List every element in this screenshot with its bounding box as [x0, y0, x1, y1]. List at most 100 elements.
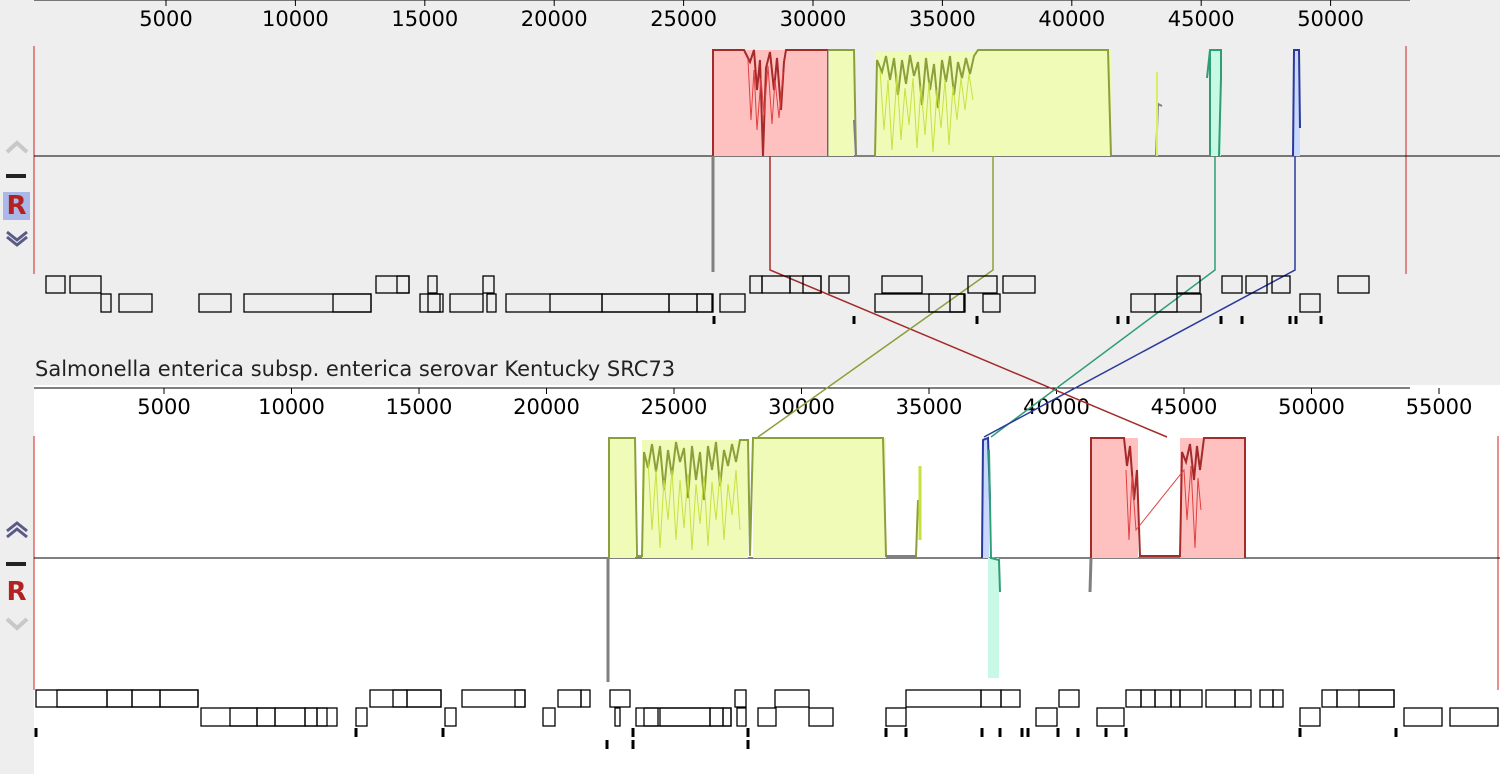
gene-feature[interactable] [1179, 689, 1203, 708]
gene-feature[interactable] [1272, 689, 1284, 708]
gene-feature[interactable] [243, 293, 372, 313]
gene-feature[interactable] [1125, 689, 1142, 708]
bottom-lcb-green[interactable] [608, 437, 922, 558]
gene-feature[interactable] [1154, 689, 1172, 708]
gene-feature[interactable] [1221, 275, 1243, 294]
gene-feature[interactable] [614, 707, 621, 727]
gene-feature[interactable] [1336, 689, 1395, 708]
gene-feature[interactable] [427, 275, 438, 294]
bottom-move-up-button[interactable] [2, 519, 32, 545]
gene-feature[interactable] [949, 293, 965, 313]
gene-feature[interactable] [967, 275, 998, 294]
gene-feature[interactable] [332, 293, 372, 313]
top-gene-features[interactable] [45, 275, 1370, 324]
gene-feature[interactable] [609, 689, 631, 708]
gene-feature[interactable] [1358, 689, 1395, 708]
gene-feature[interactable] [696, 293, 713, 313]
top-lcb-teal[interactable] [1206, 49, 1222, 157]
gene-feature[interactable] [1259, 689, 1274, 708]
gene-feature[interactable] [635, 707, 732, 727]
gene-feature[interactable] [881, 275, 923, 294]
top-lcb-blue[interactable] [1292, 49, 1301, 157]
gene-feature[interactable] [482, 275, 495, 294]
gene-feature[interactable] [1321, 689, 1338, 708]
gene-feature[interactable] [396, 275, 410, 294]
gene-feature[interactable] [419, 293, 441, 313]
gene-feature[interactable] [514, 689, 526, 708]
top-reference-button[interactable]: R [3, 192, 30, 220]
gene-feature[interactable] [580, 689, 591, 708]
bottom-reference-button[interactable]: R [6, 577, 27, 607]
gene-feature[interactable] [1176, 275, 1201, 294]
gene-feature[interactable] [1002, 275, 1036, 294]
gene-feature[interactable] [749, 275, 763, 294]
gene-feature[interactable] [100, 293, 112, 313]
gene-feature[interactable] [449, 293, 484, 313]
gene-feature[interactable] [1130, 293, 1202, 313]
bottom-hide-button[interactable] [6, 562, 26, 566]
gene-feature[interactable] [392, 689, 408, 708]
gene-feature[interactable] [406, 689, 442, 708]
gene-feature[interactable] [1299, 707, 1321, 727]
top-move-down-button[interactable] [2, 226, 32, 252]
gene-feature[interactable] [369, 689, 442, 708]
gene-feature[interactable] [159, 689, 199, 708]
gene-feature[interactable] [557, 689, 582, 708]
bottom-move-down-button[interactable] [2, 611, 32, 637]
gene-feature[interactable] [274, 707, 306, 727]
gene-feature[interactable] [761, 275, 791, 294]
gene-feature[interactable] [444, 707, 457, 727]
bottom-lcb-teal[interactable] [988, 449, 1001, 678]
gene-feature[interactable] [1140, 689, 1156, 708]
gene-feature[interactable] [1000, 689, 1021, 708]
gene-feature[interactable] [316, 707, 328, 727]
top-hide-button[interactable] [6, 174, 26, 178]
gene-feature[interactable] [375, 275, 410, 294]
gene-feature[interactable] [1035, 707, 1058, 727]
gene-feature[interactable] [668, 293, 698, 313]
gene-feature[interactable] [601, 293, 670, 313]
gene-feature[interactable] [757, 707, 777, 727]
gene-feature[interactable] [35, 689, 199, 708]
gene-feature[interactable] [549, 293, 603, 313]
gene-feature[interactable] [256, 707, 276, 727]
gene-feature[interactable] [874, 293, 966, 313]
gene-feature[interactable] [808, 707, 834, 727]
gene-feature[interactable] [719, 293, 746, 313]
gene-feature[interactable] [1403, 707, 1443, 727]
gene-feature[interactable] [56, 689, 108, 708]
gene-feature[interactable] [659, 707, 711, 727]
gene-feature[interactable] [355, 707, 368, 727]
gene-feature[interactable] [69, 275, 102, 294]
gene-feature[interactable] [643, 707, 659, 727]
gene-feature[interactable] [980, 689, 1002, 708]
bottom-lcb-red[interactable] [1090, 437, 1246, 558]
gene-feature[interactable] [1096, 707, 1125, 727]
gene-feature[interactable] [118, 293, 153, 313]
gene-feature[interactable] [774, 689, 810, 708]
gene-feature[interactable] [427, 293, 444, 313]
gene-feature[interactable] [45, 275, 66, 294]
gene-feature[interactable] [722, 707, 732, 727]
gene-feature[interactable] [106, 689, 133, 708]
gene-feature[interactable] [1449, 707, 1499, 727]
bottom-gene-features[interactable] [34, 689, 1499, 749]
gene-feature[interactable] [736, 707, 747, 727]
gene-feature[interactable] [1337, 275, 1370, 294]
gene-feature[interactable] [1170, 689, 1181, 708]
gene-feature[interactable] [1234, 689, 1252, 708]
gene-feature[interactable] [1154, 293, 1178, 313]
gene-feature[interactable] [1205, 689, 1236, 708]
gene-feature[interactable] [885, 707, 907, 727]
gene-feature[interactable] [505, 293, 714, 313]
gene-feature[interactable] [828, 275, 850, 294]
top-lcb-red[interactable] [712, 49, 829, 157]
gene-feature[interactable] [198, 293, 232, 313]
gene-feature[interactable] [734, 689, 747, 708]
top-move-up-button[interactable] [2, 134, 32, 160]
gene-feature[interactable] [905, 689, 982, 708]
gene-feature[interactable] [1299, 293, 1321, 313]
gene-feature[interactable] [802, 275, 822, 294]
gene-feature[interactable] [486, 293, 497, 313]
